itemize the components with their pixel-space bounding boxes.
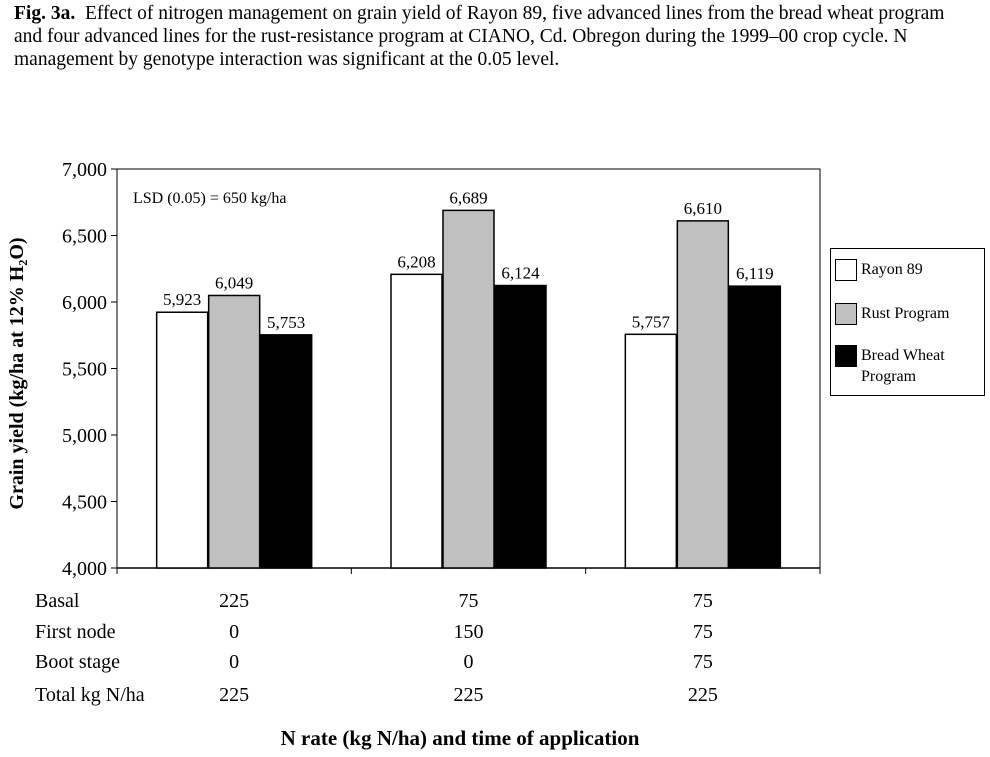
bar-rayon-89 <box>624 333 678 569</box>
y-tick-label: 5,500 <box>62 359 107 381</box>
bar-value-label: 6,689 <box>449 188 487 207</box>
x-axis-label: N rate (kg N/ha) and time of application <box>280 726 640 750</box>
table-row-label: Basal <box>35 590 80 612</box>
table-cell: 75 <box>692 651 713 673</box>
bar-value-label: 6,049 <box>215 273 253 292</box>
legend-swatch <box>835 259 857 281</box>
table-cell: 75 <box>692 590 713 612</box>
bar-value-label: 5,923 <box>163 290 201 309</box>
y-tick-label: 6,000 <box>62 292 107 314</box>
table-cell: 75 <box>458 590 479 612</box>
y-tick-label: 4,000 <box>62 558 107 580</box>
bar-bread-wheat-program <box>259 334 313 569</box>
y-tick-label: 5,000 <box>62 425 107 447</box>
bar-rust-program <box>442 209 495 569</box>
legend: Rayon 89 Rust Program Bread Wheat Program <box>830 248 985 396</box>
figure-caption: Fig. 3a. Effect of nitrogen management o… <box>14 2 974 71</box>
bar-rayon-89 <box>390 273 443 569</box>
bar-bread-wheat-program <box>728 285 782 569</box>
legend-item: Rayon 89 <box>835 259 971 281</box>
bar-value-label: 6,119 <box>736 264 774 283</box>
table-row-label: First node <box>35 621 116 643</box>
bar-value-label: 6,124 <box>501 264 540 283</box>
y-axis-label: Grain yield (kg/ha at 12% H₂O) <box>6 237 28 509</box>
bar-value-label: 5,757 <box>632 312 671 331</box>
table-cell: 75 <box>692 621 713 643</box>
y-tick-label: 7,000 <box>62 159 107 181</box>
bar-rust-program <box>676 220 730 569</box>
legend-label: Bread Wheat Program <box>861 347 945 385</box>
table-cell: 225 <box>219 684 250 706</box>
legend-item: Rust Program <box>835 303 971 325</box>
bar-rust-program <box>207 294 261 569</box>
y-tick-label: 6,500 <box>62 226 107 248</box>
table-row-label: Boot stage <box>35 651 120 673</box>
bar-value-label: 6,208 <box>397 252 435 271</box>
legend-label: Rust Program <box>861 305 950 322</box>
legend-swatch <box>835 345 857 367</box>
y-tick-label: 4,500 <box>62 492 107 514</box>
bar-value-label: 5,753 <box>267 313 305 332</box>
table-cell: 225 <box>219 590 250 612</box>
legend-item: Bread Wheat Program <box>835 345 971 387</box>
bar-value-label: 6,610 <box>684 199 722 218</box>
table-cell: 225 <box>453 684 484 706</box>
legend-label: Rayon 89 <box>861 261 923 278</box>
table-cell: 0 <box>229 621 240 643</box>
table-cell: 0 <box>463 651 474 673</box>
table-row-label: Total kg N/ha <box>35 684 145 706</box>
table-cell: 0 <box>229 651 240 673</box>
bar-rayon-89 <box>155 311 209 569</box>
bar-bread-wheat-program <box>494 284 547 569</box>
lsd-annotation: LSD (0.05) = 650 kg/ha <box>133 190 286 207</box>
caption-label: Fig. 3a. <box>14 3 76 24</box>
caption-text: Effect of nitrogen management on grain y… <box>14 3 945 70</box>
legend-swatch <box>835 303 857 325</box>
table-cell: 150 <box>453 621 484 643</box>
table-cell: 225 <box>687 684 718 706</box>
